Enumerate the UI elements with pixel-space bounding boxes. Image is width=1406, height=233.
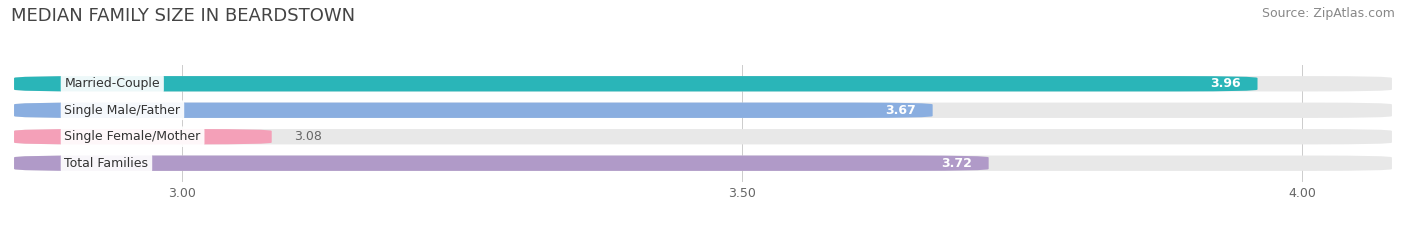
Text: Married-Couple: Married-Couple [65, 77, 160, 90]
Text: 3.72: 3.72 [941, 157, 972, 170]
Text: Single Male/Father: Single Male/Father [65, 104, 180, 117]
FancyBboxPatch shape [14, 129, 271, 144]
FancyBboxPatch shape [14, 156, 1392, 171]
FancyBboxPatch shape [14, 103, 932, 118]
Text: MEDIAN FAMILY SIZE IN BEARDSTOWN: MEDIAN FAMILY SIZE IN BEARDSTOWN [11, 7, 356, 25]
Text: 3.67: 3.67 [886, 104, 915, 117]
Text: 3.96: 3.96 [1211, 77, 1240, 90]
Text: Single Female/Mother: Single Female/Mother [65, 130, 201, 143]
FancyBboxPatch shape [14, 76, 1257, 92]
FancyBboxPatch shape [14, 156, 988, 171]
Text: Total Families: Total Families [65, 157, 149, 170]
FancyBboxPatch shape [14, 129, 1392, 144]
FancyBboxPatch shape [14, 103, 1392, 118]
Text: 3.08: 3.08 [294, 130, 322, 143]
FancyBboxPatch shape [14, 76, 1392, 92]
Text: Source: ZipAtlas.com: Source: ZipAtlas.com [1261, 7, 1395, 20]
